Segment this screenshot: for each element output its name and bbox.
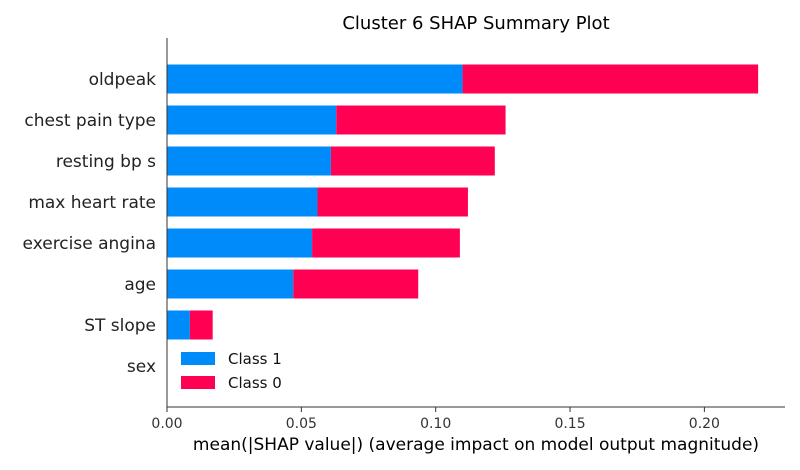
bar-class-1 [167, 146, 331, 176]
category-labels: oldpeak chest pain type resting bp s max he… [23, 70, 157, 377]
category-label: oldpeak [89, 70, 157, 90]
chart-title: Cluster 6 SHAP Summary Plot [342, 13, 609, 34]
bar-class-0 [312, 228, 460, 258]
category-label: resting bp s [56, 152, 156, 172]
category-label: age [124, 275, 156, 295]
category-label: sex [127, 357, 156, 377]
legend-label: Class 1 [228, 350, 282, 368]
bars-group [167, 64, 759, 340]
category-label: max heart rate [28, 193, 156, 213]
bar-class-1 [167, 310, 190, 340]
legend-swatch-class-0 [181, 376, 215, 389]
x-tick-label: 0.15 [554, 416, 585, 432]
x-tick-label: 0.20 [689, 416, 720, 432]
bar-class-0 [293, 269, 419, 299]
bar-class-0 [317, 187, 468, 217]
bar-class-0 [330, 146, 495, 176]
x-tick-label: 0.00 [151, 416, 182, 432]
legend: Class 1 Class 0 [181, 350, 282, 392]
category-label: ST slope [84, 316, 156, 336]
bar-class-1 [167, 187, 318, 217]
bar-class-1 [167, 105, 337, 135]
bar-class-0 [189, 310, 213, 340]
bar-class-0 [336, 105, 506, 135]
bar-class-1 [167, 64, 463, 94]
legend-swatch-class-1 [181, 352, 215, 365]
x-tick-label: 0.05 [286, 416, 317, 432]
category-label: exercise angina [23, 234, 156, 254]
bar-class-1 [167, 228, 313, 258]
x-tick-label: 0.10 [420, 416, 451, 432]
x-ticks: 0.00 0.05 0.10 0.15 0.20 [151, 407, 720, 432]
category-label: chest pain type [24, 111, 156, 131]
legend-label: Class 0 [228, 374, 282, 392]
x-axis-label: mean(|SHAP value|) (average impact on mo… [193, 435, 759, 455]
bar-class-1 [167, 269, 294, 299]
bar-class-0 [462, 64, 759, 94]
